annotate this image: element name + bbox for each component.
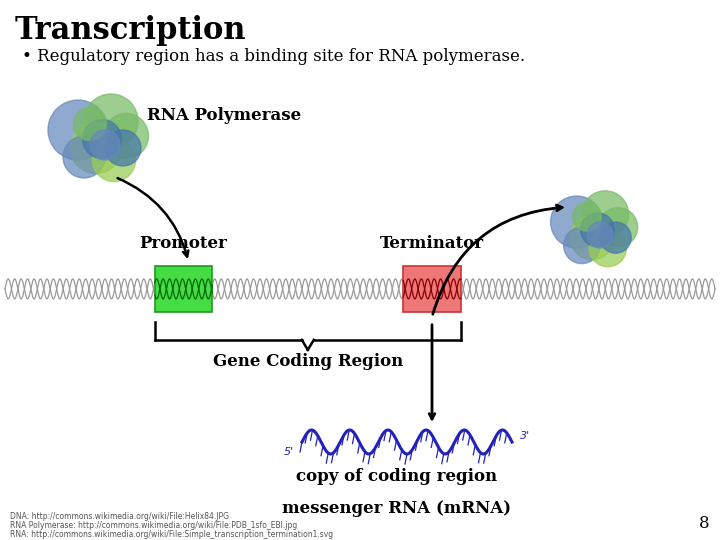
- Circle shape: [599, 208, 638, 247]
- Circle shape: [572, 202, 601, 231]
- Circle shape: [90, 130, 120, 160]
- Circle shape: [48, 100, 108, 160]
- Circle shape: [564, 227, 600, 264]
- Circle shape: [105, 130, 141, 166]
- Circle shape: [83, 119, 122, 159]
- Text: RNA: http://commons.wikimedia.org/wiki/File:Simple_transcription_termination1.sv: RNA: http://commons.wikimedia.org/wiki/F…: [10, 530, 333, 539]
- Circle shape: [84, 94, 138, 148]
- Circle shape: [73, 107, 107, 140]
- Circle shape: [92, 138, 135, 181]
- Text: Promoter: Promoter: [140, 235, 228, 252]
- Text: messenger RNA (mRNA): messenger RNA (mRNA): [282, 500, 512, 517]
- Circle shape: [551, 196, 603, 248]
- Text: 8: 8: [699, 515, 710, 532]
- Text: 3': 3': [520, 431, 530, 441]
- Circle shape: [63, 136, 105, 178]
- Text: • Regulatory region has a binding site for RNA polymerase.: • Regulatory region has a binding site f…: [22, 48, 525, 65]
- Text: DNA: http://commons.wikimedia.org/wiki/File:Helix84.JPG: DNA: http://commons.wikimedia.org/wiki/F…: [10, 512, 229, 521]
- Text: RNA Polymerase: http://commons.wikimedia.org/wiki/File:PDB_1sfo_EBI.jpg: RNA Polymerase: http://commons.wikimedia…: [10, 521, 297, 530]
- Circle shape: [582, 191, 629, 238]
- Text: Transcription: Transcription: [15, 15, 247, 46]
- Text: Gene Coding Region: Gene Coding Region: [212, 353, 403, 370]
- Circle shape: [570, 215, 614, 260]
- Circle shape: [600, 222, 631, 253]
- Circle shape: [587, 222, 613, 248]
- Text: copy of coding region: copy of coding region: [297, 468, 498, 485]
- Circle shape: [71, 123, 122, 173]
- Circle shape: [104, 113, 148, 159]
- Text: 5': 5': [284, 447, 294, 457]
- FancyBboxPatch shape: [403, 266, 461, 312]
- Text: Terminator: Terminator: [380, 235, 484, 252]
- Circle shape: [589, 230, 626, 267]
- FancyBboxPatch shape: [155, 266, 212, 312]
- Circle shape: [580, 213, 614, 247]
- Text: RNA Polymerase: RNA Polymerase: [147, 106, 301, 124]
